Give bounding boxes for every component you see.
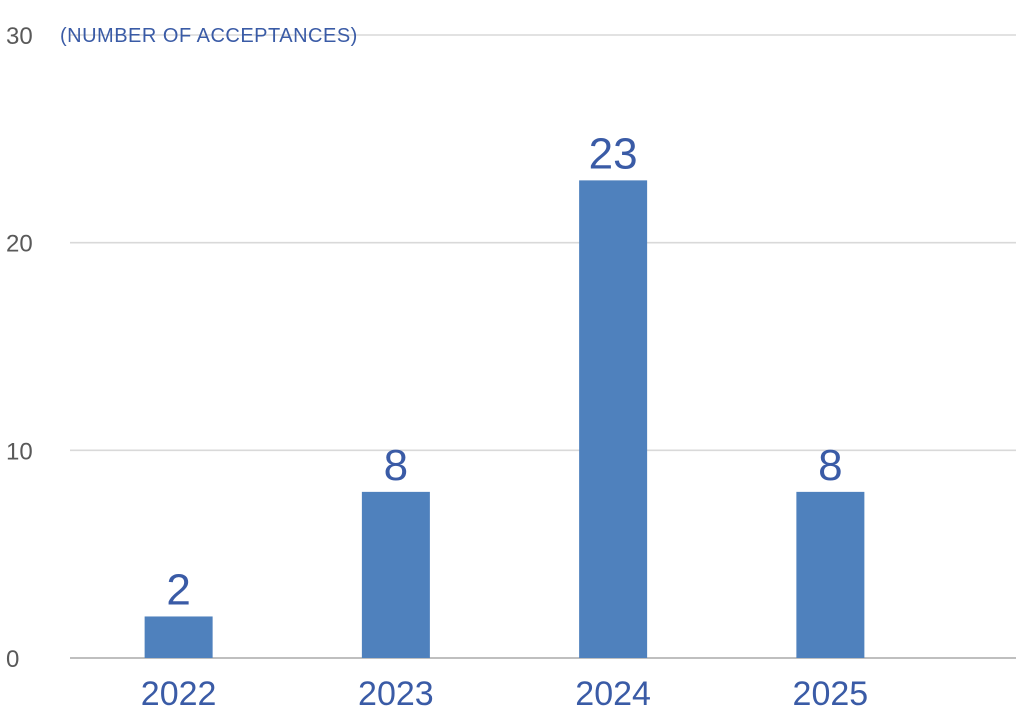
bar-2024 <box>579 180 648 658</box>
bar-2022 <box>144 616 213 658</box>
y-tick-label: 0 <box>6 646 19 673</box>
y-tick-label: 10 <box>6 438 33 465</box>
y-axis-label: (NUMBER OF ACCEPTANCES) <box>60 25 358 47</box>
gridlines <box>70 34 1016 659</box>
bars <box>144 180 865 658</box>
bar-2025 <box>796 491 865 658</box>
data-label: 2 <box>166 565 190 614</box>
data-label: 23 <box>589 129 638 178</box>
y-tick-label: 20 <box>6 231 33 258</box>
x-axis-ticks: 2022 2023 2024 2025 <box>141 675 868 713</box>
data-label: 8 <box>818 441 842 490</box>
y-axis-ticks: 0 10 20 30 <box>6 23 33 673</box>
x-tick-label: 2025 <box>793 675 869 713</box>
x-tick-label: 2024 <box>575 675 651 713</box>
x-tick-label: 2022 <box>141 675 217 713</box>
bar-2023 <box>361 491 430 658</box>
data-labels: 2 8 23 8 <box>166 129 842 614</box>
x-tick-label: 2023 <box>358 675 434 713</box>
data-label: 8 <box>384 441 408 490</box>
y-tick-label: 30 <box>6 23 33 50</box>
